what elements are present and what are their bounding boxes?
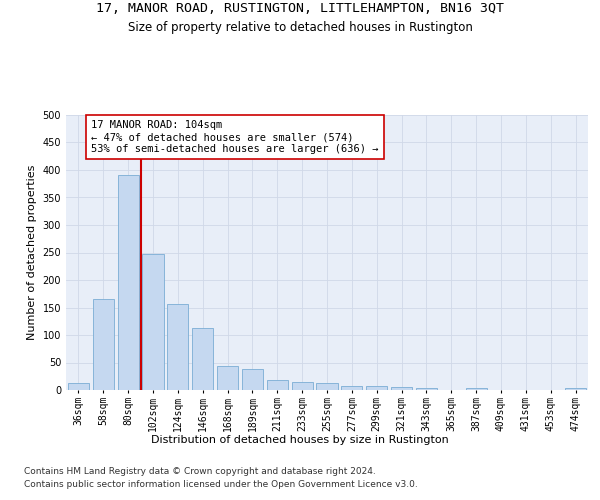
Bar	[142, 254, 164, 390]
Bar	[366, 386, 387, 390]
Text: 17, MANOR ROAD, RUSTINGTON, LITTLEHAMPTON, BN16 3QT: 17, MANOR ROAD, RUSTINGTON, LITTLEHAMPTO…	[96, 2, 504, 16]
Bar	[192, 328, 213, 390]
Bar	[68, 384, 89, 390]
Bar	[341, 386, 362, 390]
Text: Size of property relative to detached houses in Rustington: Size of property relative to detached ho…	[128, 21, 472, 34]
Bar	[565, 388, 586, 390]
Bar	[292, 382, 313, 390]
Text: 17 MANOR ROAD: 104sqm
← 47% of detached houses are smaller (574)
53% of semi-det: 17 MANOR ROAD: 104sqm ← 47% of detached …	[91, 120, 379, 154]
Bar	[167, 304, 188, 390]
Text: Contains HM Land Registry data © Crown copyright and database right 2024.: Contains HM Land Registry data © Crown c…	[24, 468, 376, 476]
Bar	[466, 388, 487, 390]
Text: Contains public sector information licensed under the Open Government Licence v3: Contains public sector information licen…	[24, 480, 418, 489]
Bar	[416, 388, 437, 390]
Bar	[93, 299, 114, 390]
Bar	[316, 383, 338, 390]
Y-axis label: Number of detached properties: Number of detached properties	[27, 165, 37, 340]
Bar	[242, 368, 263, 390]
Bar	[118, 176, 139, 390]
Bar	[217, 366, 238, 390]
Bar	[267, 380, 288, 390]
Text: Distribution of detached houses by size in Rustington: Distribution of detached houses by size …	[151, 435, 449, 445]
Bar	[391, 387, 412, 390]
